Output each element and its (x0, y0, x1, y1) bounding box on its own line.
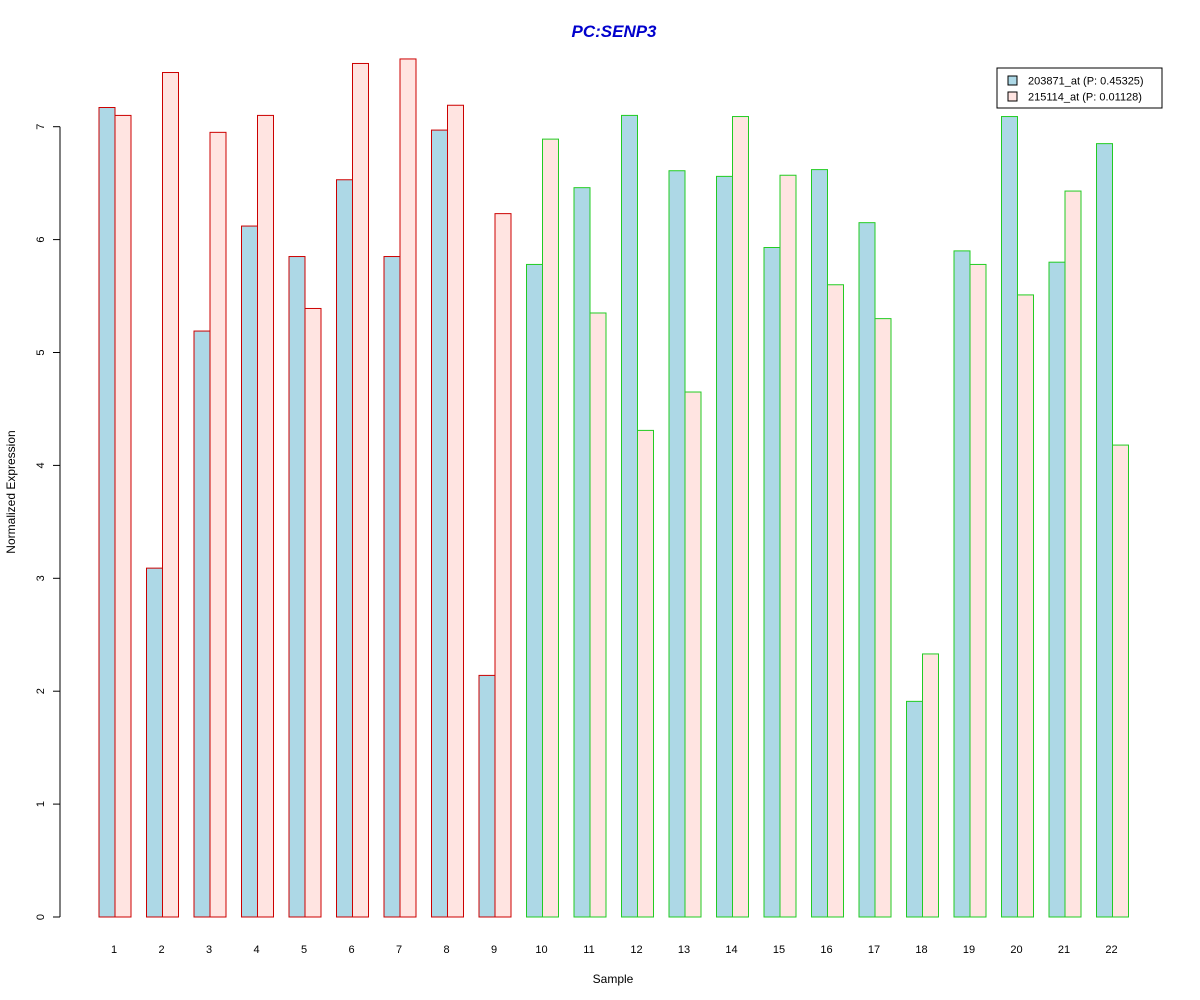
legend-swatch (1007, 75, 1018, 86)
bar-series1-sample-12 (621, 114, 638, 918)
y-tick-label: 3 (35, 575, 47, 581)
bar-series1-sample-14 (716, 175, 733, 918)
x-tick-labels: 1 2 3 4 5 6 7 8 9 10 11 12 13 14 15 16 17 18 19 20 21 22 (111, 944, 1118, 956)
y-tick-label: 7 (35, 124, 47, 130)
x-tick-label: 9 (491, 944, 497, 956)
y-tick-label: 2 (35, 688, 47, 694)
bar-series2-sample-20 (1017, 294, 1034, 918)
bar-series1-sample-10 (526, 263, 543, 918)
x-tick-label: 6 (348, 944, 354, 956)
bar-series2-sample-9 (494, 213, 512, 918)
x-tick-label: 20 (1010, 944, 1022, 956)
bar-series1-sample-6 (336, 179, 353, 918)
bar-series2-sample-12 (637, 429, 654, 918)
bar-series1-sample-7 (383, 256, 401, 918)
x-tick-label: 13 (678, 944, 690, 956)
legend: 203871_at (P: 0.45325) 215114_at (P: 0.01… (996, 67, 1163, 109)
x-tick-label: 16 (820, 944, 832, 956)
bar-series1-sample-19 (953, 250, 971, 918)
chart-title: PC:SENP3 (571, 22, 657, 41)
x-tick-label: 5 (301, 944, 307, 956)
bar-series2-sample-2 (162, 72, 179, 918)
bar-series2-sample-5 (304, 307, 322, 918)
x-tick-label: 21 (1058, 944, 1070, 956)
y-tick-label: 5 (35, 349, 47, 355)
y-tick-label: 1 (35, 801, 47, 807)
y-axis: 0 1 2 3 4 5 6 7 (35, 124, 61, 920)
bar-series1-sample-5 (288, 256, 306, 918)
bar-series1-sample-15 (763, 247, 781, 918)
bar-series2-sample-1 (114, 114, 132, 918)
bars (98, 58, 1129, 918)
bar-series2-sample-13 (684, 391, 702, 918)
x-tick-label: 18 (915, 944, 927, 956)
bar-series2-sample-10 (542, 138, 559, 918)
bar-series1-sample-21 (1048, 261, 1066, 918)
x-tick-label: 3 (206, 944, 212, 956)
bar-series1-sample-18 (906, 700, 923, 918)
x-tick-label: 15 (773, 944, 785, 956)
y-tick-label: 0 (35, 914, 47, 920)
x-axis-label: Sample (593, 972, 634, 986)
x-tick-label: 11 (583, 944, 594, 956)
bar-series1-sample-11 (573, 187, 591, 918)
bar-series1-sample-8 (431, 129, 448, 918)
bar-series2-sample-7 (399, 58, 417, 918)
bar-series2-sample-19 (969, 263, 987, 918)
x-tick-label: 22 (1105, 944, 1117, 956)
y-axis-label: Normalized Expression (4, 430, 18, 553)
bar-series2-sample-17 (874, 318, 892, 918)
x-tick-label: 12 (630, 944, 642, 956)
x-tick-label: 4 (253, 944, 259, 956)
x-tick-label: 8 (443, 944, 449, 956)
bar-series2-sample-3 (209, 131, 227, 918)
bar-series1-sample-13 (668, 170, 686, 918)
legend-swatch (1007, 91, 1018, 102)
bar-series1-sample-17 (858, 222, 876, 918)
y-tick-label: 4 (35, 462, 47, 468)
x-tick-label: 14 (725, 944, 737, 956)
x-tick-label: 1 (111, 944, 117, 956)
x-tick-label: 2 (158, 944, 164, 956)
bar-series1-sample-4 (241, 225, 258, 918)
bar-series2-sample-21 (1064, 190, 1082, 918)
legend-entry: 203871_at (P: 0.45325) (1028, 76, 1144, 88)
bar-series2-sample-18 (922, 653, 939, 918)
y-tick-label: 6 (35, 237, 47, 243)
bar-series2-sample-15 (779, 174, 797, 918)
bar-series2-sample-11 (589, 312, 607, 918)
bar-series2-sample-16 (827, 284, 844, 918)
bar-series2-sample-14 (732, 116, 749, 918)
x-tick-label: 19 (963, 944, 975, 956)
legend-entry: 215114_at (P: 0.01128) (1028, 92, 1142, 104)
bar-series1-sample-1 (98, 107, 116, 918)
bar-series2-sample-6 (352, 62, 369, 918)
bar-series1-sample-2 (146, 567, 163, 918)
bar-series1-sample-16 (811, 169, 828, 918)
x-tick-label: 10 (535, 944, 547, 956)
bar-series1-sample-22 (1096, 143, 1113, 918)
bar-series1-sample-9 (478, 674, 496, 918)
bar-series1-sample-20 (1001, 116, 1018, 918)
bar-series1-sample-3 (193, 330, 211, 918)
legend-box (996, 67, 1163, 109)
x-tick-label: 7 (396, 944, 402, 956)
x-tick-label: 17 (868, 944, 880, 956)
bar-series2-sample-22 (1112, 444, 1129, 918)
bar-series2-sample-4 (257, 114, 274, 918)
bar-series2-sample-8 (447, 104, 464, 918)
